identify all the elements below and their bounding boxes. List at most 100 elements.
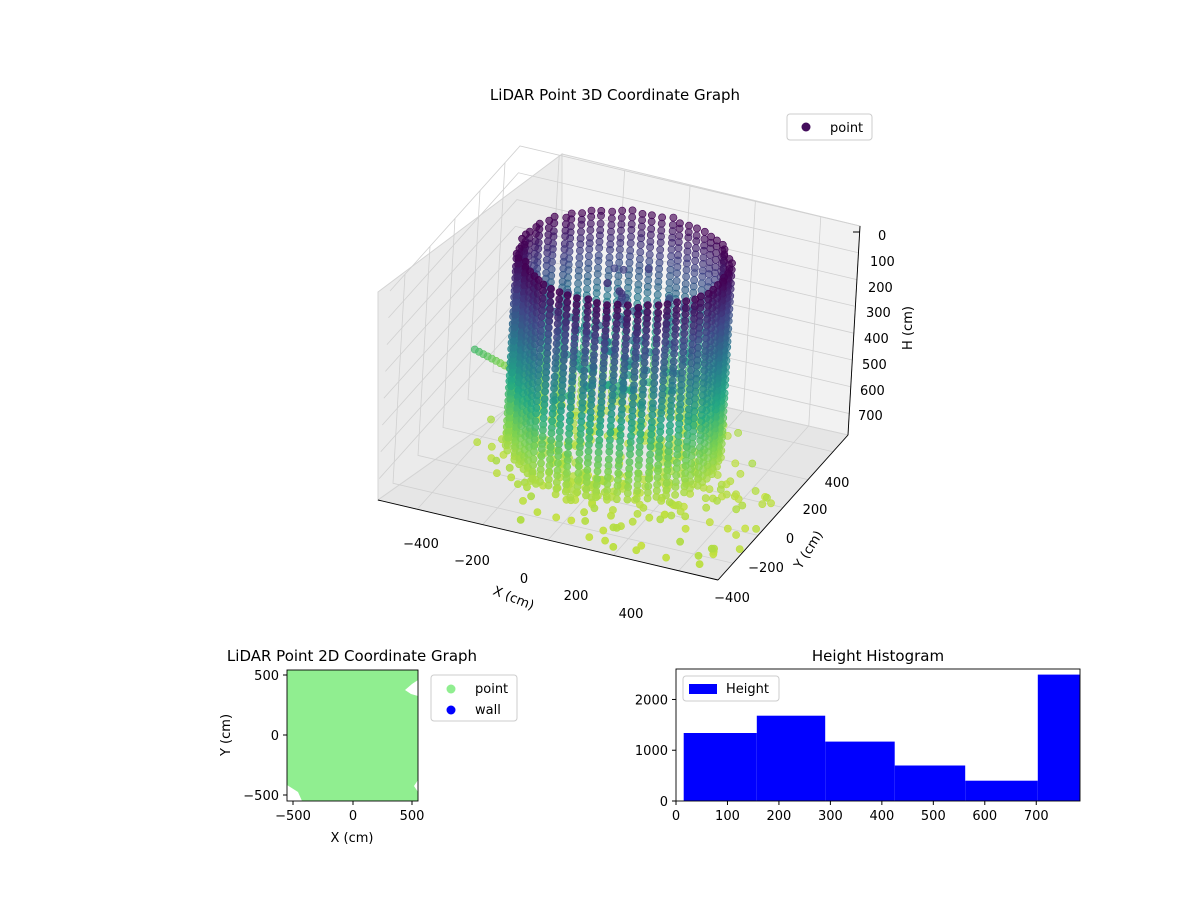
- data-point: [695, 449, 704, 458]
- data-point: [608, 396, 617, 405]
- data-point: [685, 397, 694, 406]
- data-point: [540, 400, 549, 409]
- data-point: [503, 446, 512, 455]
- data-point: [694, 462, 703, 471]
- data-point: [654, 466, 662, 475]
- data-point: [633, 316, 642, 325]
- data-point: [546, 298, 555, 307]
- data-point: [732, 505, 741, 514]
- data-point: [539, 286, 547, 295]
- plot2d: LiDAR Point 2D Coordinate Graph 500 0 −5…: [219, 647, 518, 846]
- data-point: [615, 258, 624, 267]
- data-point: [682, 266, 691, 274]
- gridline: [378, 333, 850, 479]
- x-tick-label: 400: [619, 607, 644, 622]
- data-point: [691, 295, 700, 304]
- data-point: [612, 325, 621, 334]
- plot3d-z-axis: [847, 225, 861, 436]
- data-point: [644, 276, 653, 285]
- data-point: [675, 224, 684, 233]
- data-point: [679, 348, 688, 357]
- data-point: [556, 414, 565, 422]
- z-tick-label: 700: [858, 409, 883, 424]
- data-point: [692, 237, 701, 246]
- data-point: [545, 467, 554, 476]
- data-point: [644, 482, 653, 491]
- data-point: [629, 386, 638, 394]
- data-point: [580, 358, 589, 367]
- data-point: [644, 474, 653, 483]
- data-point: [677, 386, 685, 395]
- data-point: [680, 322, 689, 331]
- data-point: [592, 317, 600, 326]
- data-point: [563, 291, 572, 300]
- data-point: [505, 407, 514, 416]
- data-point: [701, 352, 709, 361]
- data-point: [683, 259, 691, 268]
- histogram-bar: [825, 741, 895, 801]
- data-point: [601, 536, 609, 545]
- data-point: [514, 260, 522, 269]
- data-point: [545, 216, 554, 225]
- plot3d-legend: point: [786, 113, 873, 141]
- data-point: [519, 496, 527, 505]
- data-point: [673, 269, 681, 278]
- data-point: [653, 327, 661, 336]
- data-point: [617, 417, 626, 426]
- data-point: [549, 397, 558, 406]
- data-point: [702, 334, 711, 343]
- data-point: [695, 560, 704, 568]
- data-point: [690, 314, 698, 323]
- data-point: [748, 459, 757, 468]
- data-point: [538, 306, 546, 315]
- data-point: [562, 311, 571, 320]
- data-point: [658, 396, 666, 405]
- data-point: [615, 287, 624, 296]
- data-point: [673, 298, 681, 307]
- data-point: [470, 345, 479, 354]
- data-point: [641, 352, 649, 360]
- data-point: [582, 478, 591, 487]
- data-point: [532, 397, 541, 405]
- histogram-title: Height Histogram: [812, 647, 944, 665]
- plot2d-y-ticks: 500 0 −500: [243, 669, 287, 804]
- data-point: [544, 230, 553, 239]
- data-point: [609, 376, 618, 385]
- data-point: [623, 489, 632, 497]
- data-point: [637, 541, 646, 550]
- data-point: [619, 265, 628, 274]
- data-point: [548, 417, 557, 425]
- data-point: [698, 272, 707, 281]
- gridline: [389, 145, 861, 292]
- z-tick-label: 300: [866, 306, 891, 321]
- data-point: [574, 272, 583, 281]
- data-point: [527, 492, 535, 501]
- data-point: [654, 283, 662, 291]
- data-point: [566, 403, 575, 412]
- plot3d: LiDAR Point 3D Coordinate Graph −400 −20…: [376, 86, 916, 622]
- legend-box: [786, 113, 873, 141]
- plot2d-x-ticks: −500 0 500: [275, 801, 424, 824]
- data-point: [620, 365, 629, 374]
- data-point: [700, 366, 709, 375]
- data-point: [637, 222, 646, 231]
- data-point: [507, 368, 516, 377]
- data-point: [633, 328, 641, 337]
- data-point: [637, 410, 646, 418]
- data-point: [592, 289, 601, 297]
- data-point: [632, 546, 641, 555]
- data-point: [694, 551, 703, 560]
- data-point: [596, 422, 604, 431]
- data-point: [684, 233, 693, 242]
- x-tick-label: 400: [869, 809, 894, 824]
- data-point: [669, 369, 677, 378]
- data-point: [613, 312, 621, 321]
- data-point: [681, 285, 690, 294]
- data-point: [581, 346, 590, 355]
- data-point: [618, 398, 627, 407]
- data-point: [654, 301, 663, 310]
- data-point: [596, 219, 605, 228]
- data-point: [557, 407, 565, 415]
- plot3d-y-ticks: −400 −200 0 200 400: [714, 476, 849, 606]
- data-point: [582, 491, 590, 500]
